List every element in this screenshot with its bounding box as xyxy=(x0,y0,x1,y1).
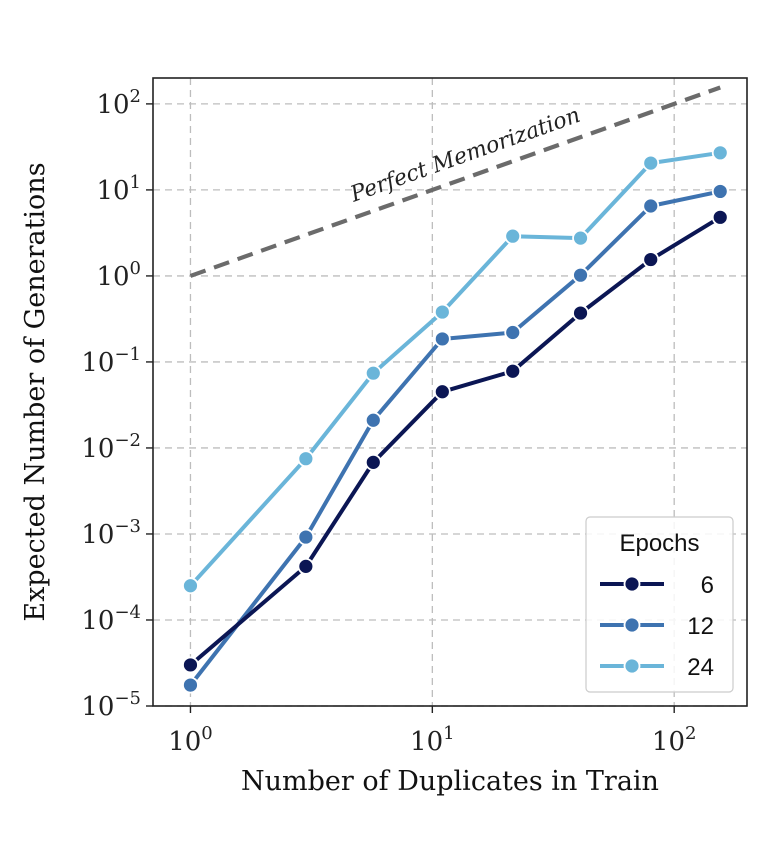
data-point-24 xyxy=(433,303,451,321)
x-tick-exponent: 1 xyxy=(443,723,454,744)
data-point-24 xyxy=(297,450,315,468)
data-point-24 xyxy=(182,577,199,595)
x-tick-exponent: 2 xyxy=(685,723,696,744)
y-tick-base: 10 xyxy=(96,176,129,206)
series-line-6 xyxy=(189,215,722,667)
data-point-24 xyxy=(504,227,522,245)
y-tick-label: 10−5 xyxy=(81,688,141,722)
data-point-24 xyxy=(572,229,589,247)
legend-marker-24 xyxy=(623,657,641,675)
data-point-24 xyxy=(711,144,729,162)
perfect-memorization-dashed-line xyxy=(189,85,721,278)
y-tick-exponent: −5 xyxy=(114,688,141,709)
perfect-memorization-line xyxy=(189,85,721,278)
legend-label-6: 6 xyxy=(701,572,714,599)
y-tick-base: 10 xyxy=(81,434,114,464)
y-axis-label: Expected Number of Generations xyxy=(20,162,51,621)
data-point-12 xyxy=(711,183,729,200)
y-tick-label: 101 xyxy=(96,172,141,206)
data-point-12 xyxy=(364,411,382,429)
legend-title: Epochs xyxy=(619,530,699,557)
data-point-12 xyxy=(433,330,451,348)
data-point-12 xyxy=(572,266,589,284)
y-tick-exponent: −2 xyxy=(114,430,141,451)
data-point-6 xyxy=(504,362,522,380)
data-point-6 xyxy=(433,383,451,401)
data-point-12 xyxy=(182,676,199,694)
x-tick-exponent: 0 xyxy=(201,723,212,744)
data-point-6 xyxy=(297,557,315,575)
legend-marker-6 xyxy=(623,575,641,593)
data-point-6 xyxy=(364,453,382,471)
data-point-24 xyxy=(642,154,660,172)
data-point-12 xyxy=(504,324,522,341)
legend-items: 6 12 24 xyxy=(600,572,714,681)
y-tick-base: 10 xyxy=(96,262,129,292)
data-point-6 xyxy=(642,251,660,268)
y-tick-base: 10 xyxy=(81,606,114,636)
data-point-6 xyxy=(182,656,199,674)
legend-marker-12 xyxy=(623,616,641,634)
plot-frame xyxy=(152,77,748,707)
y-tick-label: 10−2 xyxy=(81,430,141,464)
series-lines xyxy=(182,144,729,694)
y-tick-base: 10 xyxy=(96,90,129,120)
perfect-memorization-label: Perfect Memorization xyxy=(346,103,583,208)
x-tick-label: 102 xyxy=(652,723,697,757)
data-point-6 xyxy=(711,208,729,226)
y-tick-base: 10 xyxy=(81,348,114,378)
series-line-12 xyxy=(188,189,721,687)
y-tick-base: 10 xyxy=(81,520,114,550)
y-tick-exponent: 0 xyxy=(130,258,141,279)
legend-box xyxy=(585,516,734,693)
y-tick-exponent: 1 xyxy=(130,172,141,193)
data-point-6 xyxy=(572,304,589,322)
y-tick-label: 10−1 xyxy=(81,344,141,378)
series-line-24 xyxy=(189,150,721,588)
y-tick-base: 10 xyxy=(81,692,114,722)
legend: Epochs 6 12 24 xyxy=(585,516,734,693)
y-tick-label: 10−4 xyxy=(81,602,141,636)
y-tick-label: 100 xyxy=(96,258,141,292)
x-axis-label: Number of Duplicates in Train xyxy=(241,766,659,797)
data-point-12 xyxy=(642,197,660,215)
y-tick-exponent: −4 xyxy=(114,602,141,623)
y-tick-label: 102 xyxy=(96,86,141,120)
legend-label-24: 24 xyxy=(687,654,714,681)
y-tick-exponent: −3 xyxy=(114,516,141,537)
y-tick-exponent: 2 xyxy=(130,86,141,107)
legend-label-12: 12 xyxy=(687,613,714,640)
data-point-12 xyxy=(297,528,315,546)
x-ticks: 100 101 102 xyxy=(168,706,696,757)
x-tick-label: 100 xyxy=(168,723,213,757)
y-tick-exponent: −1 xyxy=(114,344,141,365)
data-point-24 xyxy=(364,364,382,382)
y-tick-label: 10−3 xyxy=(81,516,141,550)
x-tick-label: 101 xyxy=(410,723,455,757)
